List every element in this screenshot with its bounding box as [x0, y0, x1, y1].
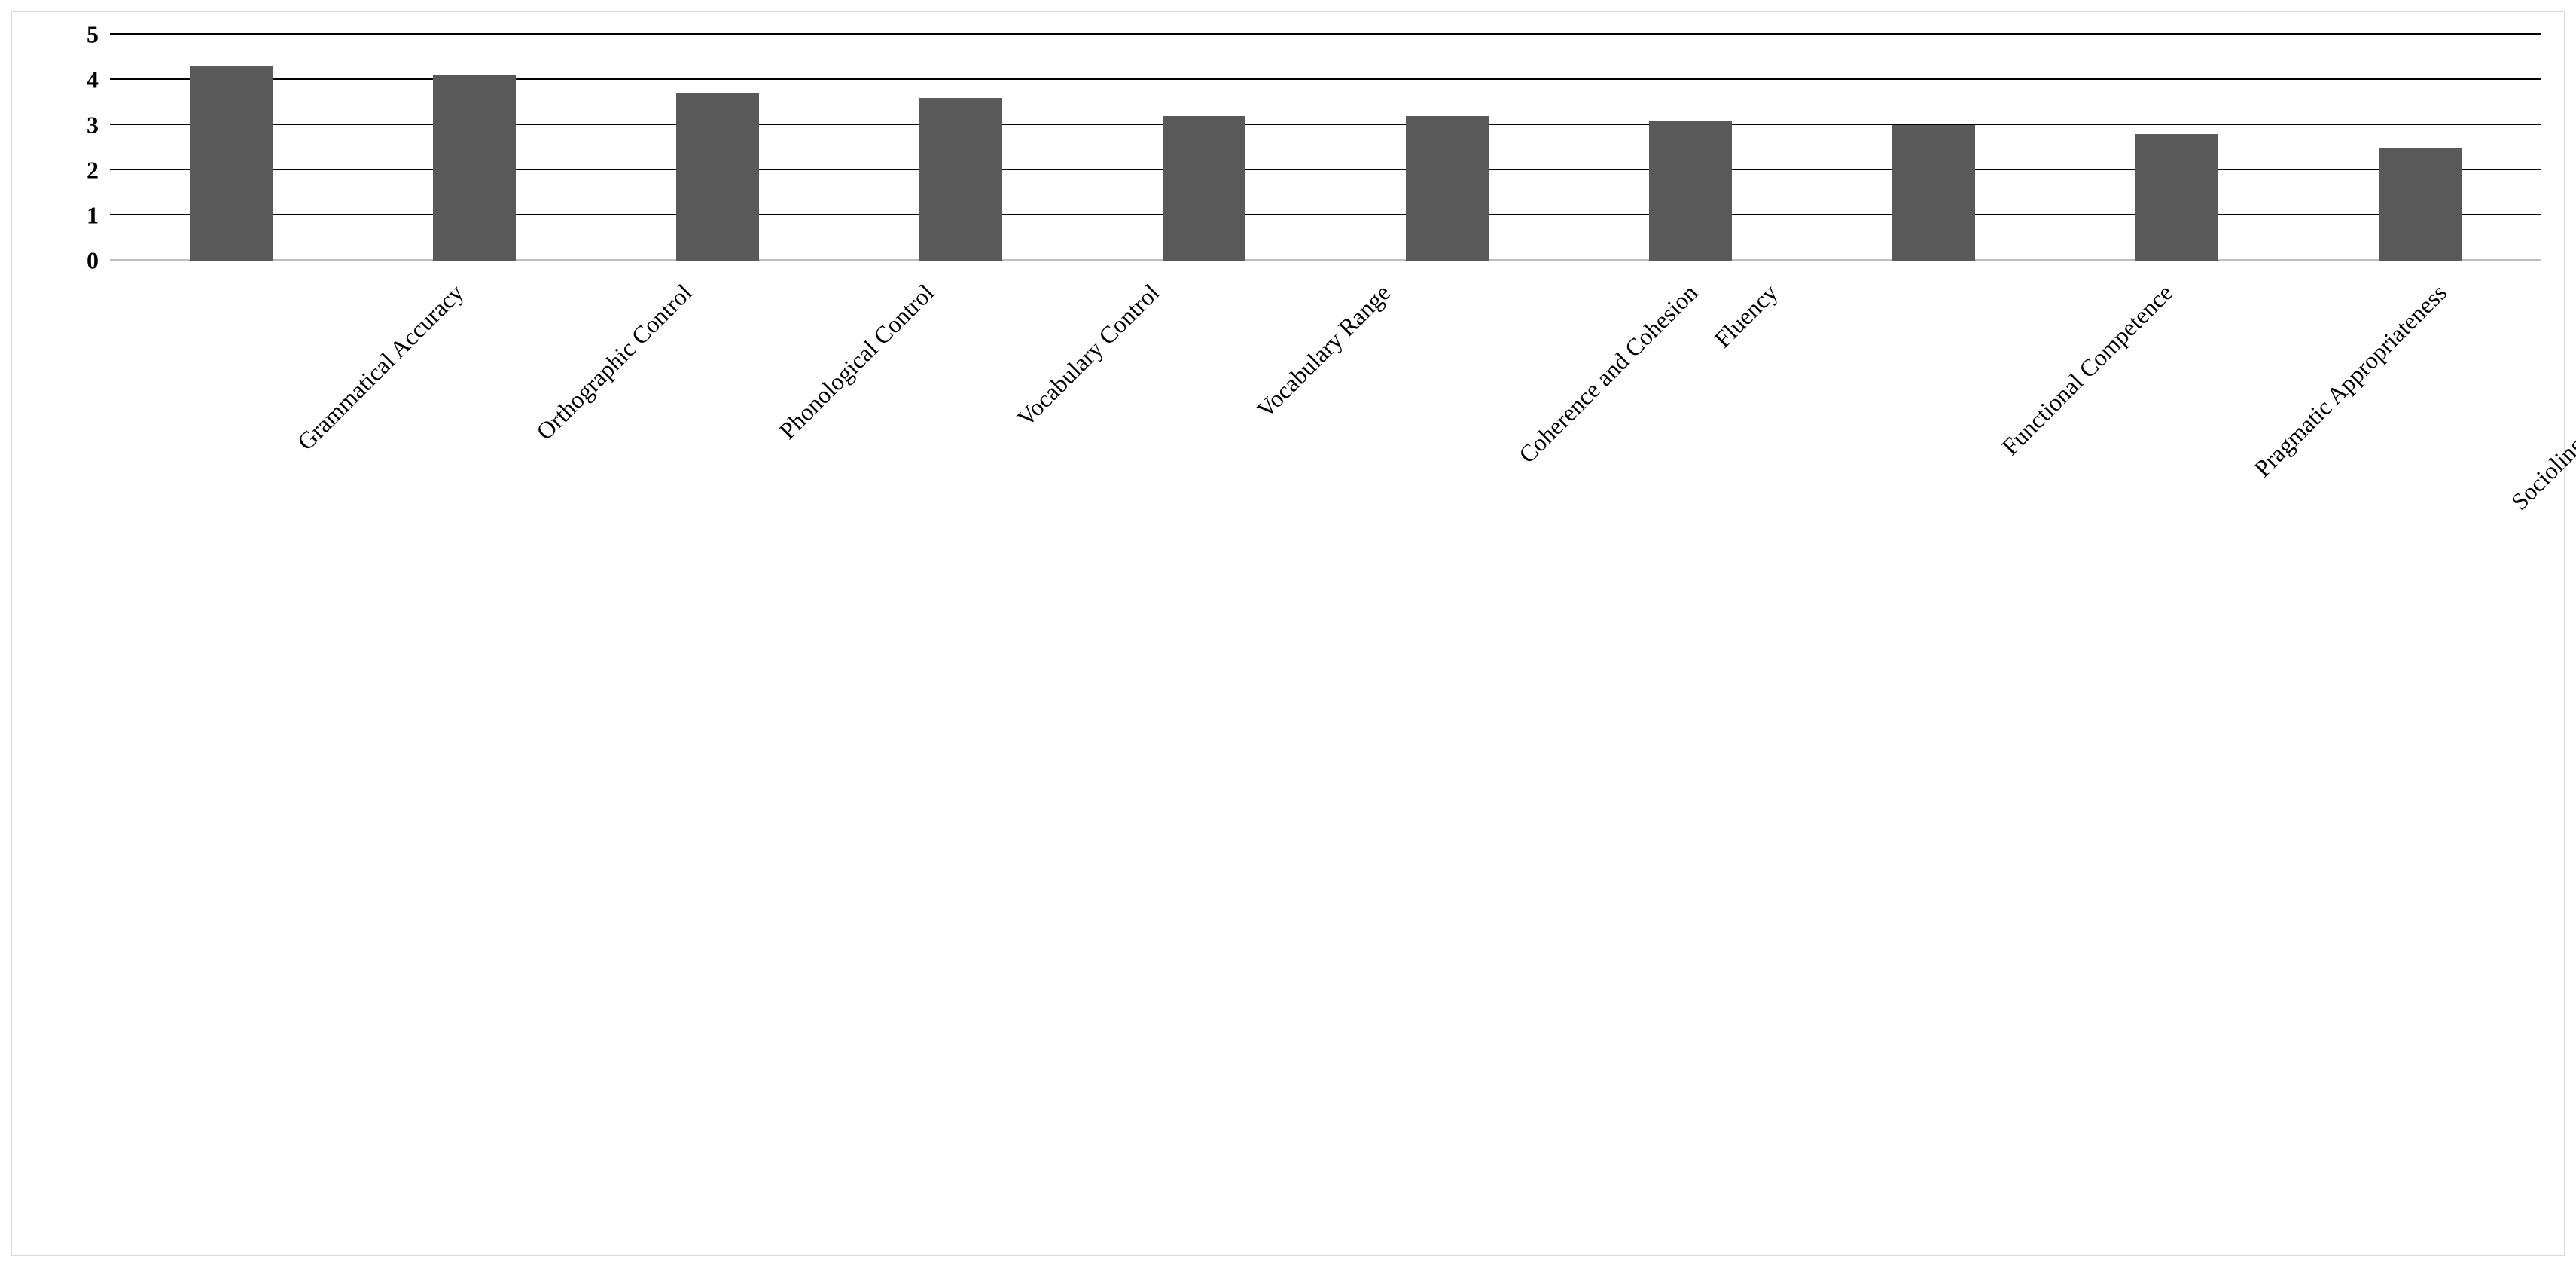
bar-slot [1568, 35, 1812, 261]
bar [1406, 116, 1489, 261]
x-tick-label: Sociolinguistic Appropriateness [2505, 279, 2576, 516]
bar-slot [1812, 35, 2055, 261]
bar-slot [1326, 35, 1569, 261]
bar [1892, 125, 1975, 261]
y-tick-label: 4 [53, 66, 99, 94]
x-axis-labels: Grammatical Accuracy Orthographic Contro… [110, 268, 2541, 660]
x-label-slot: Functional Competence [1812, 268, 2055, 660]
bar-slot [353, 35, 596, 261]
y-tick-label: 5 [53, 21, 99, 49]
y-tick-label: 0 [53, 247, 99, 275]
x-label-slot: Pragmatic Appropriateness [2055, 268, 2298, 660]
bar-slot [110, 35, 353, 261]
y-tick-label: 1 [53, 202, 99, 230]
x-label-slot: Vocabulary Control [840, 268, 1083, 660]
bar [1163, 116, 1245, 261]
x-label-slot: Phonological Control [596, 268, 840, 660]
bar [2379, 148, 2462, 261]
bar-slot [596, 35, 840, 261]
x-label-slot: Grammatical Accuracy [110, 268, 353, 660]
chart-container: 5 4 3 2 1 0 [0, 0, 2576, 1267]
bar [190, 66, 273, 261]
bar [1649, 121, 1732, 261]
x-label-slot: Vocabulary Range [1083, 268, 1326, 660]
x-label-slot: Sociolinguistic Appropriateness [2298, 268, 2541, 660]
bar-slot [2298, 35, 2541, 261]
bar [919, 98, 1002, 261]
x-label-slot: Fluency [1568, 268, 1812, 660]
bars-group [110, 35, 2541, 261]
x-label-slot: Coherence and Cohesion [1326, 268, 1569, 660]
y-tick-label: 3 [53, 111, 99, 139]
plot-area [110, 35, 2541, 261]
bar-slot [840, 35, 1083, 261]
x-label-slot: Orthographic Control [353, 268, 596, 660]
x-tick-label: Fluency [1709, 279, 1783, 353]
bar-slot [2055, 35, 2298, 261]
bar [433, 75, 516, 261]
y-tick-label: 2 [53, 157, 99, 185]
bar [2135, 134, 2218, 261]
chart-frame: 5 4 3 2 1 0 [11, 11, 2565, 1256]
bar [676, 93, 759, 261]
y-axis-labels: 5 4 3 2 1 0 [53, 35, 99, 261]
bar-slot [1083, 35, 1326, 261]
